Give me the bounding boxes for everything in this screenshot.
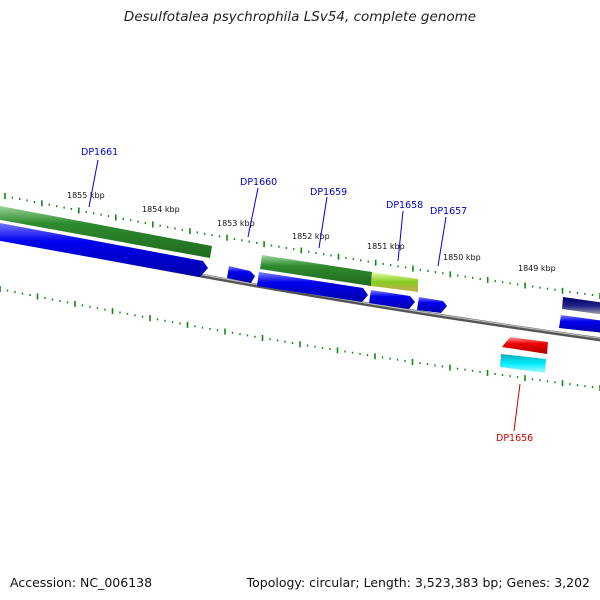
accession-text: Accession: NC_006138	[10, 575, 153, 590]
kbp-label: 1853 kbp	[217, 219, 255, 228]
reverse-cds-dp1657[interactable]	[417, 297, 447, 313]
inner-tick-ruler	[0, 286, 600, 391]
reverse-cds-dp1659[interactable]	[257, 272, 368, 302]
genome-summary-text: Topology: circular; Length: 3,523,383 bp…	[246, 575, 590, 590]
rna-feature-dp1656-cyan[interactable]	[500, 354, 546, 373]
kbp-label: 1849 kbp	[518, 264, 556, 273]
gene-label-dp1661[interactable]: DP1661	[81, 147, 118, 158]
gene-labels: DP1661 DP1660 DP1659 DP1658 DP1657 DP165…	[81, 147, 533, 444]
gene-label-leaders	[88, 159, 521, 432]
outer-tick-ruler	[4, 193, 600, 299]
forward-cds-dp1659[interactable]	[260, 255, 372, 286]
gene-label-dp1658[interactable]: DP1658	[386, 200, 423, 211]
reverse-cds-right-edge[interactable]	[559, 315, 600, 333]
rna-feature-dp1656-red[interactable]	[502, 337, 548, 354]
kbp-label: 1852 kbp	[292, 232, 330, 241]
reverse-cds-dp1661[interactable]	[0, 222, 208, 277]
forward-cds-dp1661[interactable]	[0, 205, 212, 258]
gene-label-dp1656[interactable]: DP1656	[496, 433, 533, 444]
reverse-cds-dp1658[interactable]	[369, 290, 415, 309]
reverse-cds-dp1660[interactable]	[227, 266, 255, 283]
gene-label-dp1659[interactable]: DP1659	[310, 187, 347, 198]
gene-label-dp1657[interactable]: DP1657	[430, 206, 467, 217]
forward-cds-right-edge[interactable]	[562, 297, 600, 315]
kbp-label: 1855 kbp	[67, 191, 105, 200]
kbp-label: 1850 kbp	[443, 253, 481, 262]
forward-cds-dp1658[interactable]	[371, 272, 418, 292]
map-title: Desulfotalea psychrophila LSv54, complet…	[123, 9, 477, 25]
kbp-label: 1851 kbp	[367, 242, 405, 251]
gene-label-dp1660[interactable]: DP1660	[240, 177, 277, 188]
kbp-label: 1854 kbp	[142, 205, 180, 214]
kbp-scale-labels: 1855 kbp 1854 kbp 1853 kbp 1852 kbp 1851…	[67, 191, 556, 273]
